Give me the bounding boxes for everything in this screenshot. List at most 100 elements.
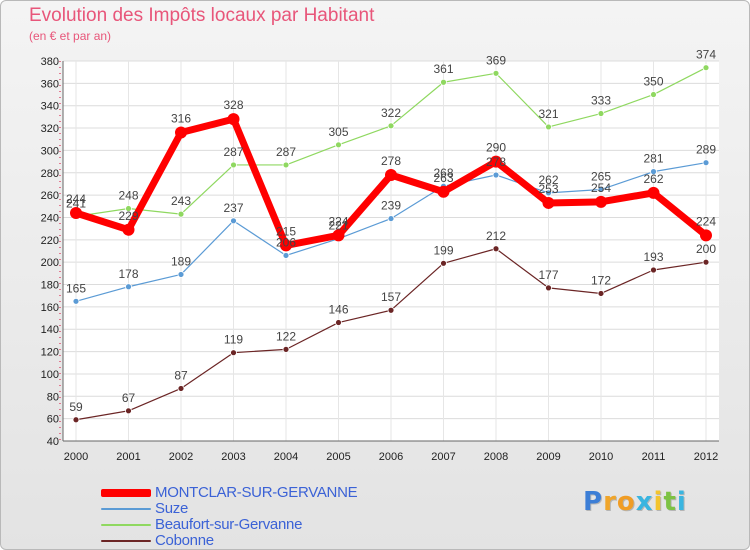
- data-point-beaufort: [545, 123, 552, 131]
- data-point-montclar: [227, 113, 240, 126]
- data-label-montclar: 224: [696, 214, 716, 228]
- data-point-beaufort: [335, 141, 342, 149]
- data-label-montclar: 278: [381, 154, 401, 168]
- data-label-suze: 262: [538, 173, 558, 187]
- data-point-beaufort: [125, 205, 132, 212]
- legend-swatch-beaufort: [101, 524, 151, 526]
- legend-swatch-montclar: [101, 489, 151, 497]
- data-point-beaufort: [650, 91, 657, 98]
- data-point-suze: [177, 271, 185, 278]
- y-tick-label: 380: [41, 56, 59, 68]
- data-label-beaufort: 369: [486, 53, 506, 67]
- data-point-montclar: [122, 223, 135, 236]
- y-tick-label: 100: [41, 369, 59, 381]
- data-point-beaufort: [702, 64, 710, 72]
- data-label-montclar: 328: [223, 98, 243, 112]
- y-tick-label: 60: [47, 414, 59, 426]
- x-tick-label: 2003: [221, 451, 245, 463]
- logo-letter: i: [676, 487, 687, 517]
- y-tick-label: 80: [47, 391, 59, 403]
- data-point-montclar: [70, 207, 82, 219]
- data-label-suze: 206: [276, 235, 296, 249]
- data-point-suze: [702, 159, 710, 167]
- data-label-suze: 239: [381, 199, 401, 213]
- data-label-suze: 178: [118, 267, 138, 281]
- y-tick-label: 140: [41, 324, 59, 336]
- data-point-cobonne: [702, 258, 710, 266]
- x-tick-label: 2008: [484, 451, 508, 463]
- data-point-beaufort: [282, 161, 290, 169]
- y-tick-label: 120: [41, 347, 59, 359]
- data-label-beaufort: 322: [381, 106, 401, 120]
- data-label-suze: 265: [591, 170, 611, 184]
- data-point-cobonne: [650, 266, 657, 274]
- data-label-cobonne: 200: [696, 242, 716, 256]
- data-label-montclar: 316: [171, 112, 191, 126]
- x-tick-label: 2007: [431, 451, 455, 463]
- y-tick-label: 220: [41, 235, 59, 247]
- series-layer: [70, 64, 712, 424]
- data-point-montclar: [542, 196, 555, 209]
- data-label-beaufort: 374: [696, 48, 716, 62]
- y-tick-label: 320: [41, 123, 59, 135]
- y-tick-label: 340: [41, 101, 59, 113]
- data-label-beaufort: 361: [433, 62, 453, 76]
- data-point-beaufort: [440, 78, 447, 86]
- x-tick-label: 2010: [589, 451, 613, 463]
- chart-subtitle: (en € et par an): [29, 29, 112, 43]
- x-tick-label: 2001: [116, 451, 140, 463]
- data-label-cobonne: 67: [122, 391, 136, 405]
- proxiti-logo: Proxiti: [583, 487, 687, 517]
- data-point-beaufort: [177, 210, 185, 218]
- data-label-suze: 165: [66, 281, 86, 295]
- logo-letter: o: [616, 487, 636, 517]
- data-label-suze: 221: [328, 219, 348, 233]
- data-point-montclar: [332, 229, 345, 242]
- y-tick-label: 260: [41, 190, 59, 202]
- data-point-suze: [72, 297, 80, 305]
- data-point-montclar: [700, 229, 712, 242]
- data-label-suze: 278: [486, 155, 506, 169]
- data-point-beaufort: [230, 161, 237, 169]
- y-tick-label: 200: [41, 257, 59, 269]
- data-point-suze: [545, 189, 552, 197]
- data-point-montclar: [280, 239, 292, 252]
- data-label-beaufort: 287: [223, 145, 243, 159]
- data-label-cobonne: 157: [381, 290, 401, 304]
- data-label-cobonne: 172: [591, 273, 611, 287]
- data-point-cobonne: [177, 385, 185, 392]
- data-point-suze: [230, 217, 237, 225]
- data-label-montclar: 290: [486, 141, 506, 155]
- data-label-montclar: 263: [433, 171, 453, 185]
- data-point-montclar: [595, 195, 607, 208]
- data-point-cobonne: [282, 345, 290, 353]
- legend-label-suze: Suze: [155, 500, 188, 517]
- data-point-montclar: [385, 169, 397, 181]
- x-tick-label: 2002: [169, 451, 193, 463]
- data-label-montclar: 253: [538, 182, 558, 196]
- logo-letter: r: [603, 487, 617, 517]
- legend-label-beaufort: Beaufort-sur-Gervanne: [155, 516, 303, 533]
- data-label-cobonne: 193: [643, 250, 663, 264]
- data-label-suze: 237: [223, 201, 243, 215]
- data-point-cobonne: [440, 259, 447, 267]
- y-tick-label: 280: [41, 168, 59, 180]
- data-point-suze: [387, 215, 395, 222]
- data-point-beaufort: [597, 110, 605, 117]
- data-label-cobonne: 177: [538, 268, 558, 282]
- data-label-montclar: 244: [66, 192, 86, 206]
- data-label-montclar: 254: [591, 181, 611, 195]
- data-point-beaufort: [492, 69, 500, 77]
- data-point-cobonne: [230, 349, 237, 357]
- x-tick-label: 2000: [64, 451, 88, 463]
- data-label-montclar: 262: [643, 172, 663, 186]
- data-label-montclar: 229: [118, 209, 138, 223]
- y-tick-label: 160: [41, 302, 59, 314]
- data-label-beaufort: 248: [118, 189, 138, 203]
- data-point-cobonne: [492, 245, 500, 253]
- data-label-beaufort: 287: [276, 145, 296, 159]
- data-point-suze: [125, 283, 132, 291]
- data-label-layer: 59 67 87 119 122 146 157 199 212 177 172 193 200 165 1…: [66, 48, 716, 414]
- x-tick-label: 2005: [326, 451, 350, 463]
